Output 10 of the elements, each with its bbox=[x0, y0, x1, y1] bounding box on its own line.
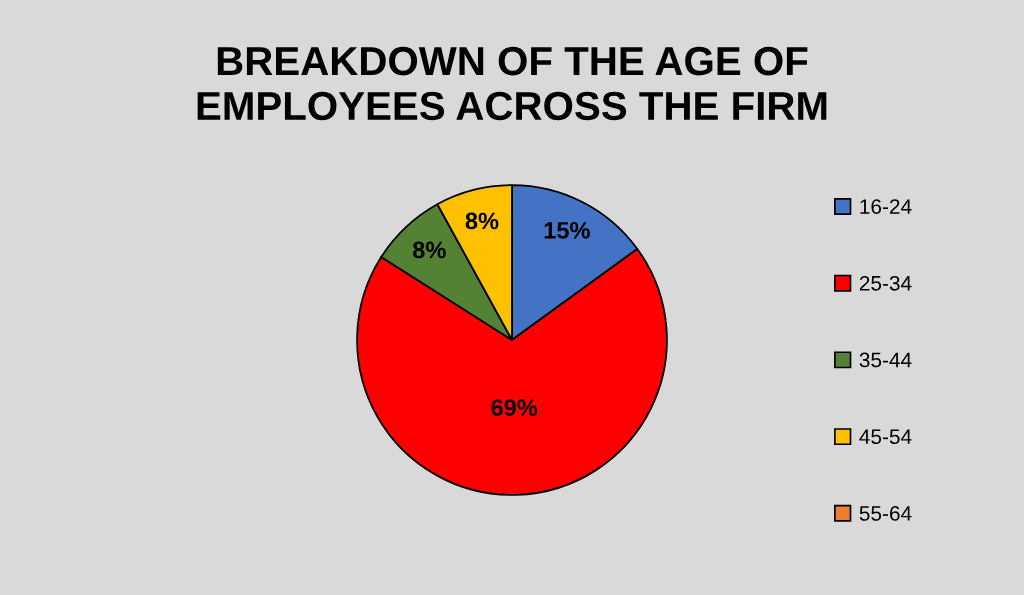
chart-title: BREAKDOWN OF THE AGE OF EMPLOYEES ACROSS THE FIRM bbox=[197, 46, 827, 121]
legend-label: 25-34 bbox=[859, 275, 912, 291]
legend-label: 35-44 bbox=[859, 352, 912, 368]
data-label: 15% bbox=[544, 222, 590, 239]
data-label: 8% bbox=[412, 241, 446, 259]
legend-label: 16-24 bbox=[860, 199, 912, 214]
legend-label: 55-64 bbox=[859, 506, 912, 521]
data-label: 8% bbox=[465, 212, 499, 230]
legend-label: 45-54 bbox=[859, 429, 912, 445]
data-label: 69% bbox=[491, 399, 538, 417]
